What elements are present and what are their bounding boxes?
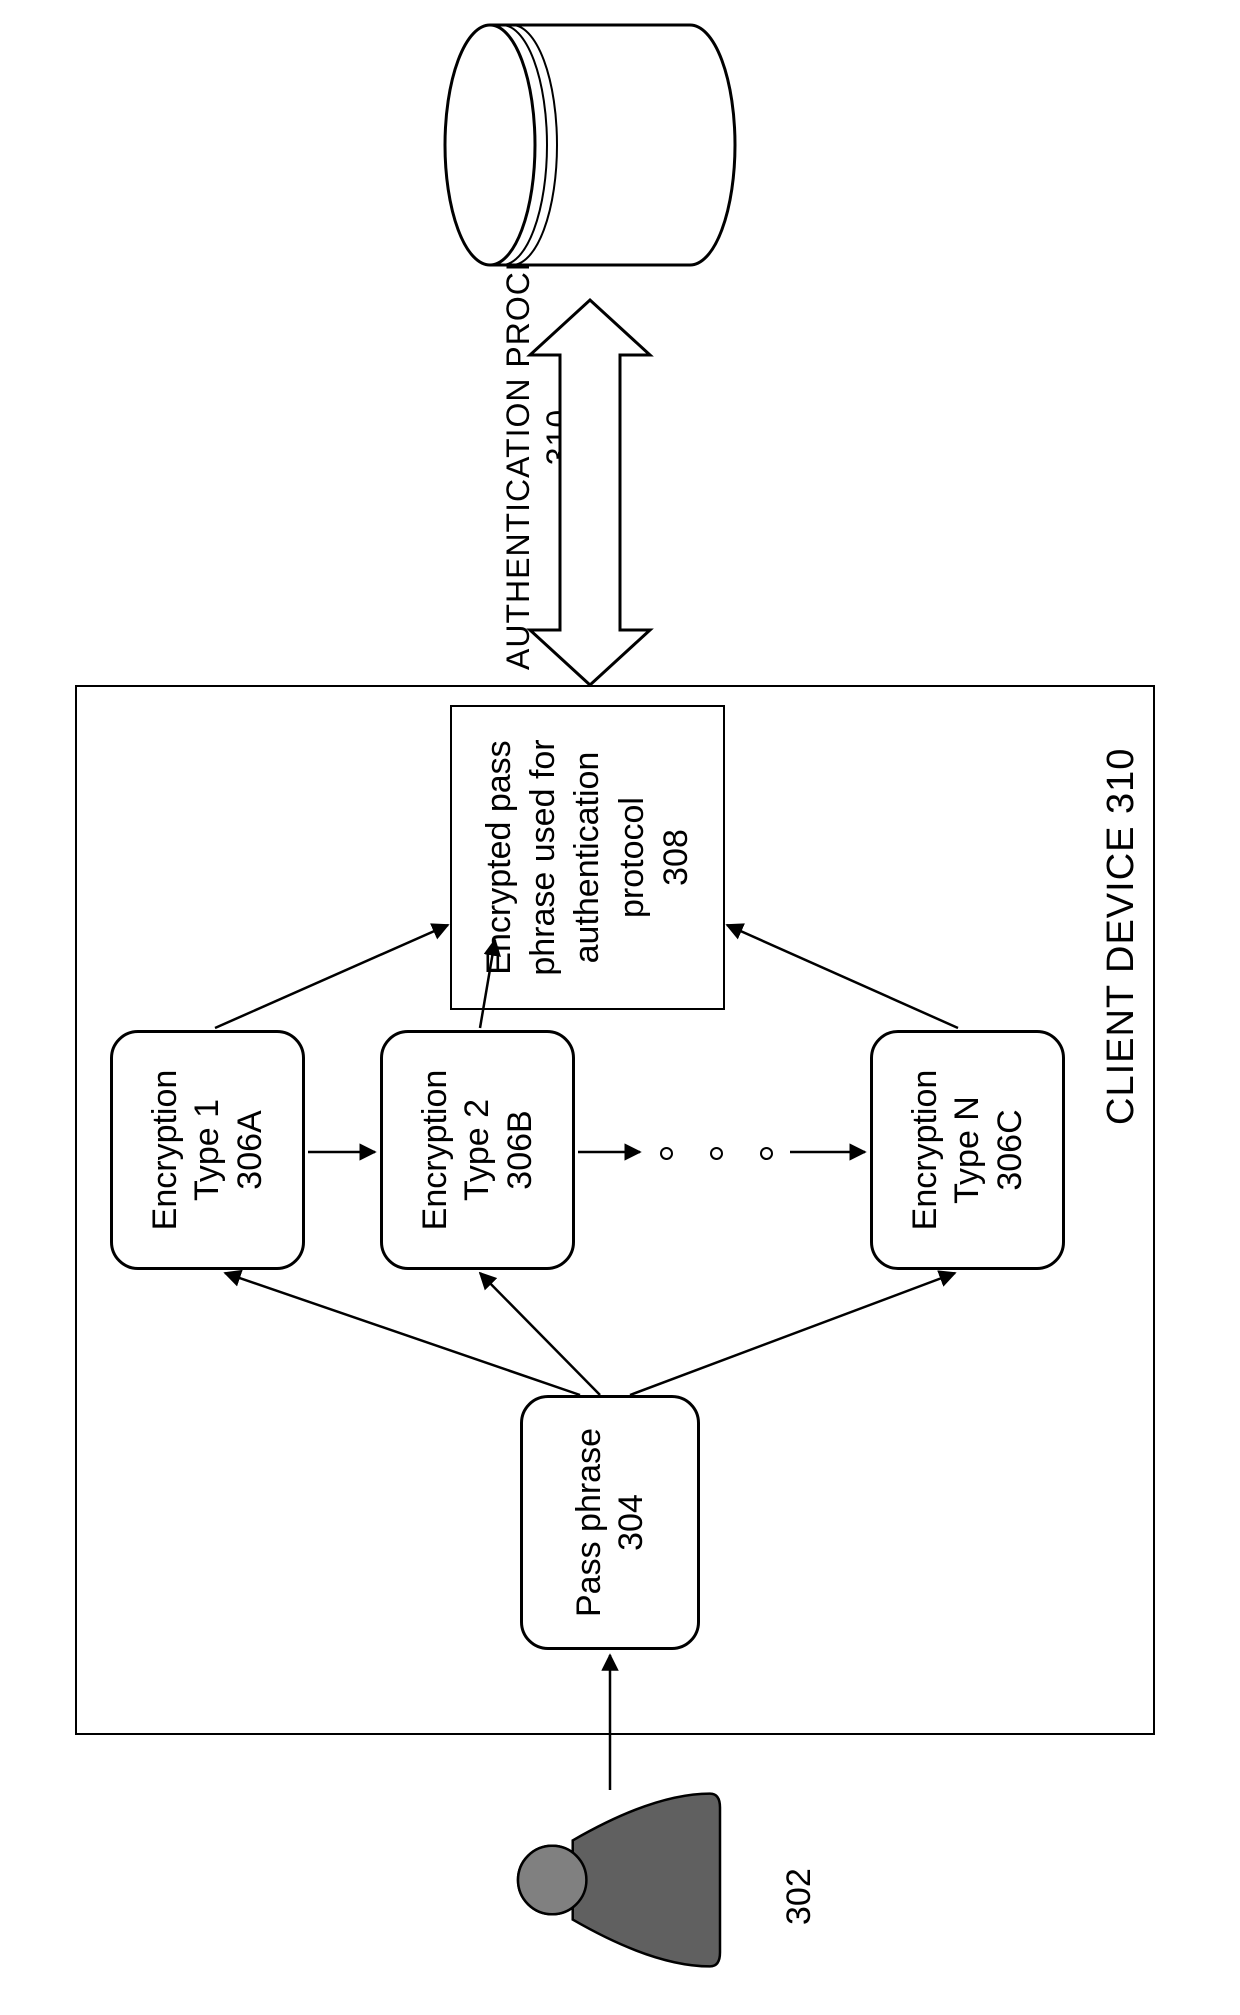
encryption-type-n-node: EncryptionType N306C bbox=[870, 1030, 1065, 1270]
pass-phrase-node: Pass phrase304 bbox=[520, 1395, 700, 1650]
user-ref-label: 302 bbox=[780, 1868, 819, 1925]
authentication-process-label: AUTHENTICATION PROCESS310 bbox=[498, 204, 578, 670]
ellipsis-dot bbox=[710, 1147, 723, 1160]
client-device-label: CLIENT DEVICE 310 bbox=[1100, 748, 1143, 1125]
encrypted-pass-phrase-box: Encrypted passphrase used forauthenticat… bbox=[450, 705, 725, 1010]
encryption-type-2-node: EncryptionType 2306B bbox=[380, 1030, 575, 1270]
encryption-type-1-node: EncryptionType 1306A bbox=[110, 1030, 305, 1270]
diagram-stage: CLIENT DEVICE 310 Pass phrase304 Encrypt… bbox=[0, 0, 1240, 2015]
ellipsis-dot bbox=[760, 1147, 773, 1160]
server-label: SERVER360 bbox=[555, 62, 645, 215]
ellipsis-dot bbox=[660, 1147, 673, 1160]
